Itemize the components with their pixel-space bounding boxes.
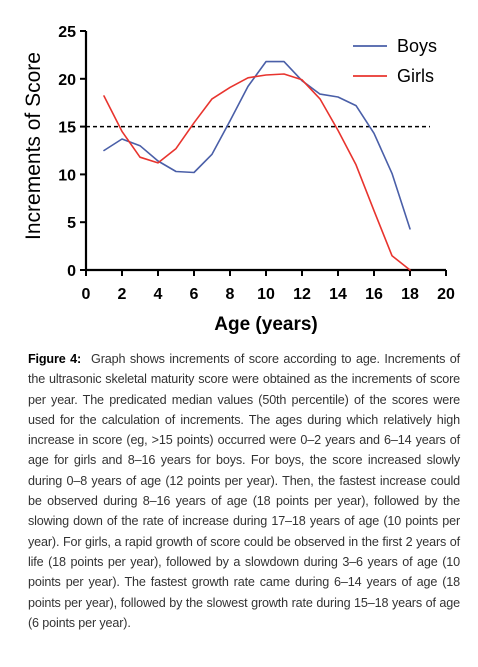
x-axis-ticks: 0 2 4 6 8 10 12 14 16 18 20 [82,270,455,303]
legend-boys-label: Boys [397,36,437,56]
x-tick-label: 2 [118,286,127,303]
figure-label: Figure 4: [28,352,82,366]
x-tick-label: 10 [257,286,275,303]
y-tick-label: 25 [58,24,76,41]
x-tick-label: 20 [437,286,455,303]
y-axis-title: Increments of Score [22,52,45,240]
x-tick-label: 6 [190,286,199,303]
series-line-girls [103,73,411,271]
x-tick-label: 8 [226,286,235,303]
x-tick-label: 18 [401,286,419,303]
y-tick-label: 20 [58,72,76,89]
y-tick-label: 0 [67,263,76,280]
x-tick-label: 14 [329,286,347,303]
figure-caption-text: Graph shows increments of score accordin… [28,352,460,630]
y-axis-ticks: 0 5 10 15 20 25 [58,24,86,280]
series-layer [103,60,411,271]
y-tick-label: 5 [67,215,76,232]
x-tick-label: 16 [365,286,383,303]
line-chart: Increments of Score 0 5 10 15 20 25 0 2 4 6 8 10 12… [22,24,455,335]
y-tick-label: 15 [58,120,76,137]
x-axis-title: Age (years) [214,314,318,335]
y-tick-label: 10 [58,167,76,184]
legend-girls-label: Girls [397,66,434,86]
series-line-boys [103,60,411,230]
x-tick-label: 12 [293,286,311,303]
legend: Boys Girls [353,36,437,86]
figure-caption: Figure 4: Graph shows increments of score… [28,349,460,633]
x-tick-label: 4 [154,286,163,303]
x-tick-label: 0 [82,286,91,303]
